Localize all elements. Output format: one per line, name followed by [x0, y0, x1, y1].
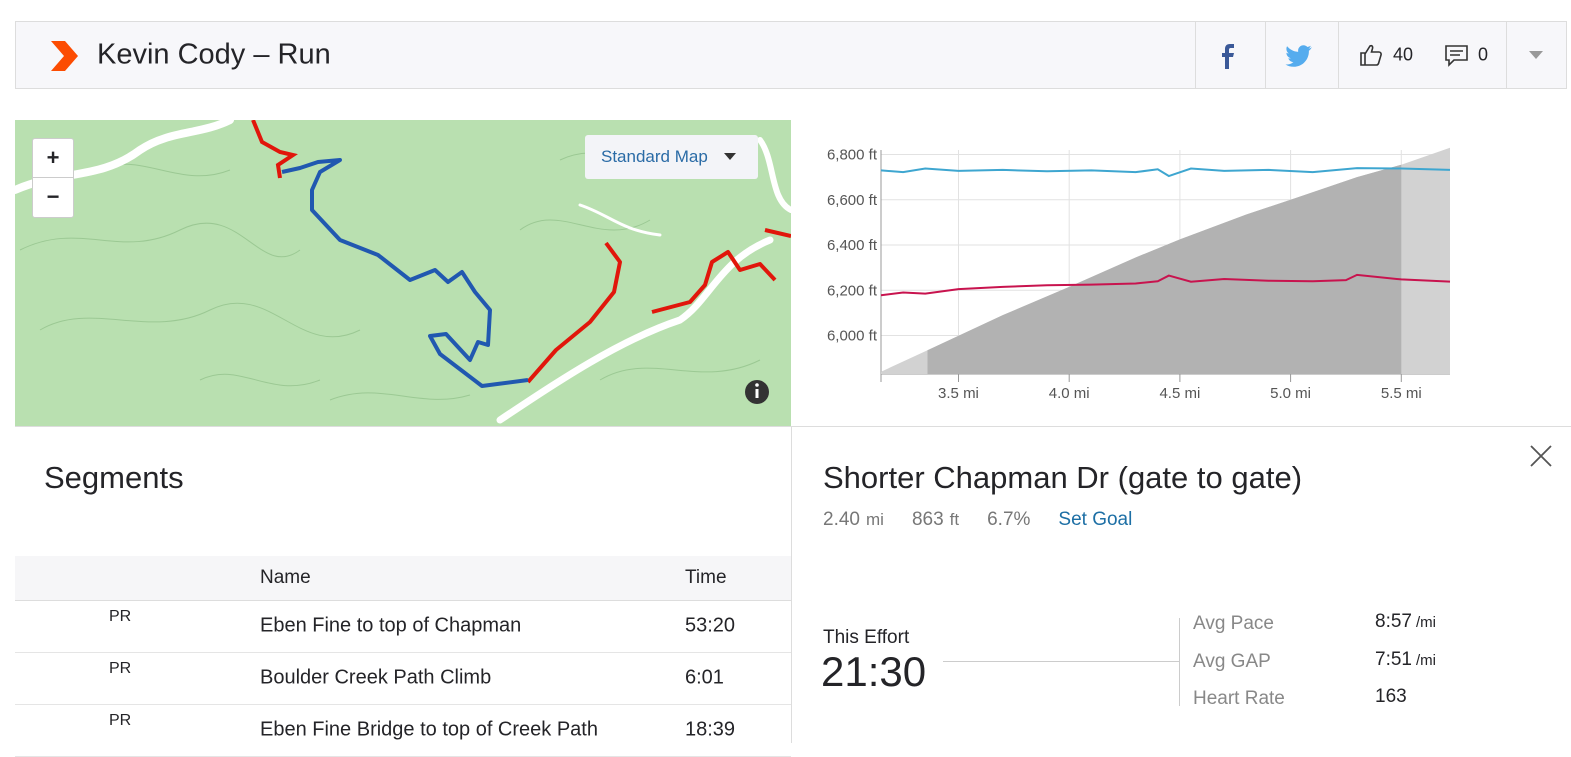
stream-line — [880, 167, 1451, 178]
stat-unit: mi — [865, 510, 884, 529]
segment-time: 6:01 — [685, 666, 724, 689]
badge-label: PR — [109, 660, 132, 677]
metric-number: 163 — [1375, 686, 1407, 707]
divider — [1195, 22, 1196, 88]
map-layer-button[interactable]: Standard Map — [585, 135, 758, 179]
metric-value: 8:57/mi — [1375, 611, 1436, 633]
metric-unit: /mi — [1415, 614, 1436, 631]
facebook-button[interactable] — [1216, 42, 1238, 70]
x-tick-label: 5.0 mi — [1270, 385, 1311, 402]
metric-value: 163 — [1375, 686, 1407, 708]
y-tick-label: 6,600 ft — [827, 192, 878, 209]
effort-time: 21:30 — [821, 648, 927, 695]
pr-badge: PR — [109, 712, 131, 730]
stream-line — [880, 273, 1451, 297]
activity-title: Kevin Cody – Run — [97, 38, 331, 71]
kudos-count[interactable]: 40 — [1393, 44, 1414, 65]
divider — [1338, 22, 1339, 88]
metric-label: Heart Rate — [1193, 688, 1285, 709]
x-tick-label: 3.5 mi — [938, 385, 979, 402]
set-goal[interactable]: Set Goal — [1058, 509, 1133, 530]
more-dropdown[interactable] — [1527, 49, 1545, 61]
column-header: Name — [260, 567, 311, 588]
column-header: Time — [685, 567, 727, 588]
y-tick-label: 6,800 ft — [827, 147, 878, 164]
comment-icon[interactable] — [1444, 44, 1470, 68]
segment-name[interactable]: Eben Fine to top of Chapman — [260, 614, 522, 637]
divider — [1179, 618, 1180, 706]
x-tick-label: 4.5 mi — [1159, 385, 1200, 402]
segment-stats: 2.40 mi 863 ft 6.7% Set Goal — [823, 509, 1132, 531]
stat-value: 6.7% — [987, 509, 1031, 530]
comment-count[interactable]: 0 — [1478, 44, 1489, 65]
stat-value: 2.40 — [823, 509, 860, 530]
metric-number: 7:51 — [1375, 648, 1412, 670]
segment-name[interactable]: Eben Fine Bridge to top of Creek Path — [260, 718, 598, 741]
y-tick-label: 6,200 ft — [827, 282, 878, 299]
segments-title: Segments — [44, 460, 184, 495]
badge-label: PR — [109, 608, 132, 625]
map-layer-label[interactable]: Standard Map — [601, 147, 708, 166]
header: Kevin Cody – Run 40 0 — [15, 21, 1567, 89]
segment-time: 18:39 — [685, 718, 736, 741]
zoom-control: + − — [32, 138, 74, 218]
metric-unit: /mi — [1415, 651, 1436, 669]
metric-label: Avg Pace — [1193, 613, 1274, 634]
badge-label: PR — [109, 712, 132, 729]
segment-row: PR Eben Fine to top of Chapman 53:20 — [15, 600, 791, 653]
stat: 863 ft — [912, 509, 959, 531]
segment-row: PR Boulder Creek Path Climb 6:01 — [15, 652, 791, 705]
y-tick-label: 6,000 ft — [827, 328, 878, 345]
zoom-out[interactable]: − — [46, 184, 60, 209]
connector — [943, 661, 1179, 662]
stat-value: 863 — [911, 509, 944, 530]
close-button[interactable] — [1528, 443, 1554, 469]
zoom-in[interactable]: + — [33, 139, 73, 178]
pr-badge: PR — [109, 660, 131, 678]
divider — [791, 426, 792, 743]
effort-label: This Effort — [823, 627, 910, 648]
metric-number: 8:57 — [1375, 611, 1412, 632]
x-tick-label: 5.5 mi — [1381, 385, 1422, 402]
stat: 6.7% — [987, 509, 1030, 531]
segment-time: 53:20 — [685, 614, 736, 637]
metric-value: 7:51/mi — [1375, 649, 1436, 671]
stat-unit: ft — [949, 510, 960, 529]
stat: 2.40 mi — [823, 509, 884, 531]
segment-title: Shorter Chapman Dr (gate to gate) — [823, 460, 1303, 495]
metric-label: Avg GAP — [1193, 650, 1271, 672]
caret — [724, 153, 736, 160]
divider — [1265, 22, 1266, 88]
divider — [15, 426, 1571, 427]
x-tick-label: 4.0 mi — [1049, 385, 1090, 402]
twitter-button[interactable] — [1284, 44, 1314, 68]
divider — [1506, 22, 1507, 88]
elevation-chart: 6,000 ft 6,200 ft 6,400 ft 6,600 ft 6,800 ft… — [827, 147, 1451, 402]
segment-highlight — [927, 164, 1402, 374]
segment-row: PR Eben Fine Bridge to top of Creek Path 1… — [15, 704, 791, 757]
logo — [51, 41, 78, 71]
table-header: Name Time — [15, 556, 791, 601]
y-tick-label: 6,400 ft — [827, 237, 878, 254]
segment-name[interactable]: Boulder Creek Path Climb — [260, 666, 492, 689]
pr-badge: PR — [109, 608, 131, 626]
kudos-icon[interactable] — [1359, 43, 1383, 67]
